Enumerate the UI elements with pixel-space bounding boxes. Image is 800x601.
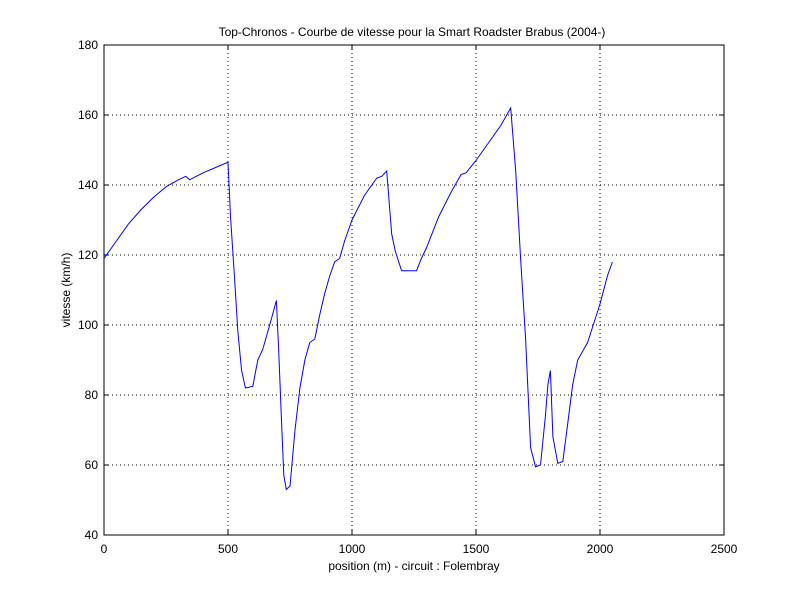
chart-title: Top-Chronos - Courbe de vitesse pour la … — [219, 25, 606, 39]
plot-area — [103, 44, 725, 536]
grid-lines — [104, 45, 724, 535]
x-tick-label: 500 — [218, 542, 238, 556]
y-tick-label: 60 — [85, 458, 99, 472]
y-tick-label: 180 — [78, 38, 98, 52]
y-tick-label: 80 — [85, 388, 99, 402]
x-tick-label: 1000 — [339, 542, 366, 556]
x-tick-label: 2500 — [711, 542, 738, 556]
y-tick-label: 40 — [85, 528, 99, 542]
speed-curve-line — [103, 106, 613, 491]
y-tick-label: 140 — [78, 178, 98, 192]
y-tick-label: 100 — [78, 318, 98, 332]
x-tick-label: 0 — [101, 542, 108, 556]
x-axis-label: position (m) - circuit : Folembray — [328, 559, 499, 573]
x-tick-label: 2000 — [587, 542, 614, 556]
y-tick-label: 120 — [78, 248, 98, 262]
tick-labels: 0 500 1000 1500 2000 2500 40 60 80 100 120 140 160 18… — [78, 38, 738, 556]
x-tick-label: 1500 — [463, 542, 490, 556]
y-tick-label: 160 — [78, 108, 98, 122]
y-axis-label: vitesse (km/h) — [59, 253, 73, 328]
tick-marks — [103, 44, 725, 536]
